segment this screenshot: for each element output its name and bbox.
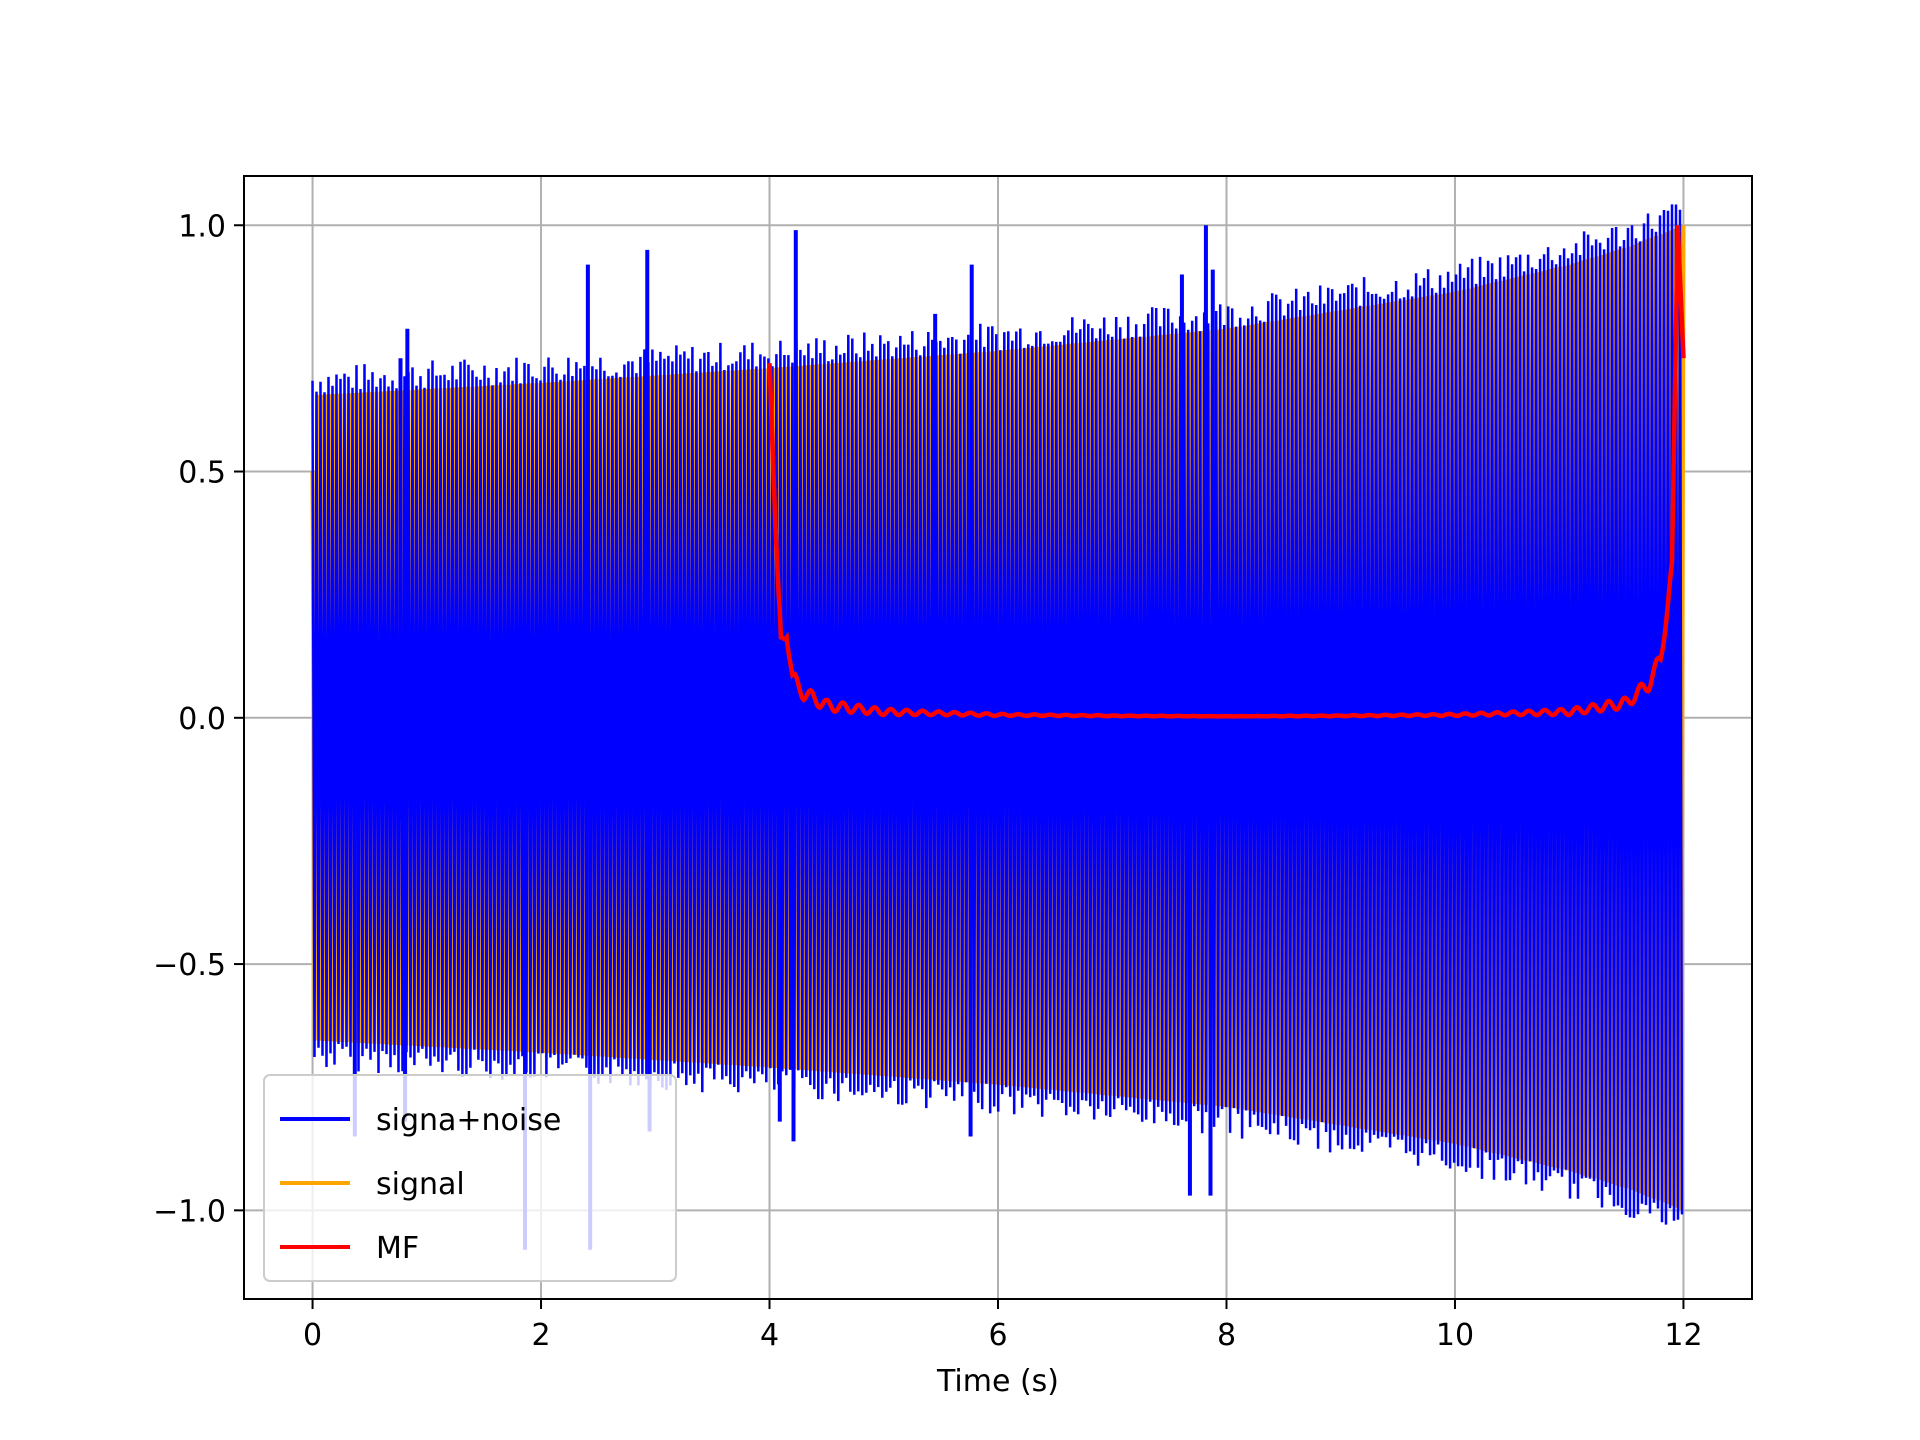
legend-label-mf: MF bbox=[376, 1231, 419, 1266]
y-tick-label: 0.5 bbox=[178, 456, 226, 491]
y-tick-label: 1.0 bbox=[178, 209, 226, 244]
noise-line bbox=[311, 204, 1684, 1225]
x-axis-label: Time (s) bbox=[936, 1364, 1059, 1399]
y-tick-label: −0.5 bbox=[153, 948, 226, 983]
legend-label-signal: signal bbox=[376, 1167, 465, 1202]
x-tick-label: 10 bbox=[1436, 1318, 1474, 1353]
x-tick-label: 6 bbox=[988, 1318, 1007, 1353]
x-tick-label: 8 bbox=[1217, 1318, 1236, 1353]
x-axis-ticks: 0 2 4 6 8 10 12 bbox=[303, 1299, 1703, 1353]
x-tick-label: 0 bbox=[303, 1318, 322, 1353]
x-tick-label: 4 bbox=[760, 1318, 779, 1353]
y-tick-label: 0.0 bbox=[178, 702, 226, 737]
y-axis-ticks: −1.0 −0.5 0.0 0.5 1.0 bbox=[153, 209, 244, 1229]
signal-noise-series bbox=[311, 204, 1684, 1250]
x-tick-label: 2 bbox=[531, 1318, 550, 1353]
mf-line bbox=[767, 225, 1686, 719]
y-tick-label: −1.0 bbox=[153, 1194, 226, 1229]
mf-series bbox=[767, 225, 1686, 719]
legend-label-noise: signa+noise bbox=[376, 1103, 561, 1138]
legend: signa+noise signal MF bbox=[263, 1074, 677, 1282]
legend-box bbox=[263, 1074, 677, 1282]
x-tick-label: 12 bbox=[1664, 1318, 1702, 1353]
